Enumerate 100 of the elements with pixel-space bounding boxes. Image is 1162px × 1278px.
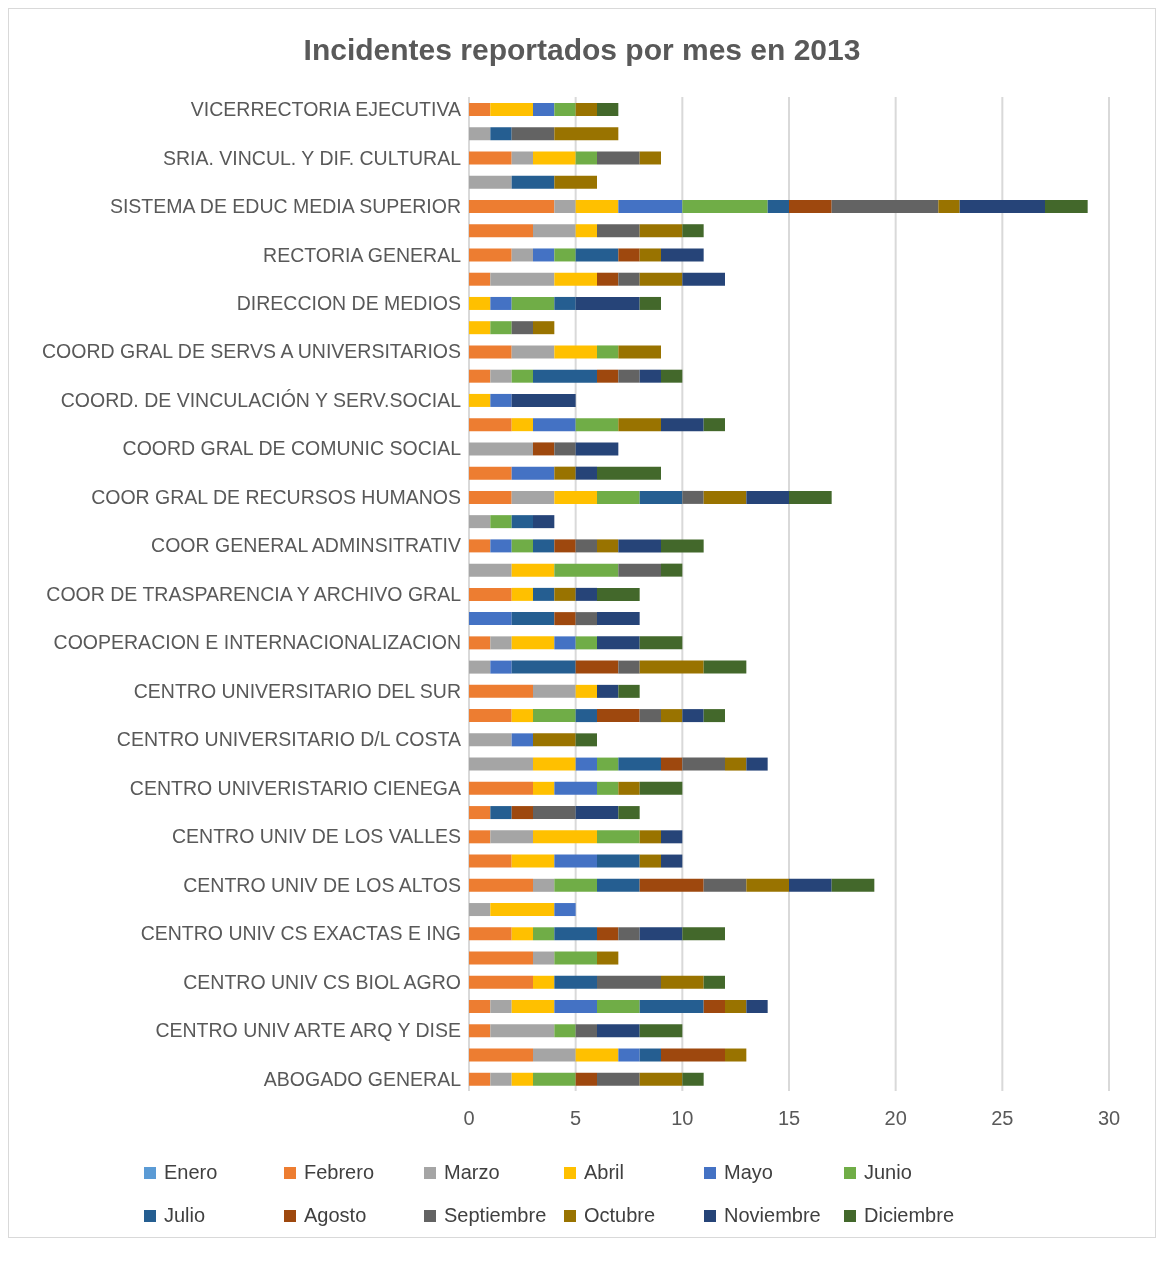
bar — [554, 539, 576, 553]
bar — [597, 103, 619, 116]
bar — [511, 466, 555, 480]
bar — [511, 612, 555, 626]
bar — [533, 151, 576, 165]
bar — [554, 781, 597, 795]
bar — [597, 975, 661, 989]
y-tick-label: SISTEMA DE EDUC MEDIA SUPERIOR — [109, 195, 461, 218]
bar — [554, 296, 576, 310]
bar — [554, 903, 576, 917]
bar — [661, 830, 683, 844]
bar — [511, 515, 533, 529]
y-tick-label: RECTORIA GENERAL — [263, 243, 462, 266]
bar — [469, 878, 533, 892]
bar — [597, 587, 640, 601]
bar — [490, 806, 512, 820]
bar — [490, 369, 512, 383]
y-tick-label: CENTRO UNIV DE LOS VALLES — [172, 825, 461, 848]
x-tick-label: 25 — [991, 1107, 1014, 1130]
bar — [618, 345, 661, 359]
legend-label: Septiembre — [444, 1204, 547, 1227]
bar — [725, 1000, 747, 1014]
bar — [831, 878, 875, 892]
bar — [490, 272, 555, 286]
bar — [533, 951, 555, 965]
bar — [533, 224, 576, 238]
bar — [533, 1072, 576, 1086]
bar — [469, 806, 491, 820]
bar — [618, 806, 640, 820]
bar — [575, 296, 640, 310]
bar — [511, 1072, 533, 1086]
bar — [511, 321, 533, 335]
bar — [746, 878, 789, 892]
bar — [575, 660, 619, 674]
bar — [639, 1048, 661, 1062]
legend-label: Enero — [164, 1161, 218, 1184]
bar — [469, 175, 512, 189]
bar — [511, 393, 576, 407]
y-tick-label: COOR GRAL DE RECURSOS HUMANOS — [91, 485, 461, 508]
chart-title: Incidentes reportados por mes en 2013 — [302, 32, 862, 68]
bar — [469, 854, 512, 868]
x-tick-label: 5 — [570, 1107, 582, 1130]
bar — [597, 272, 619, 286]
y-tick-label: COORD. DE VINCULACIÓN Y SERV.SOCIAL — [60, 388, 462, 411]
legend-label: Agosto — [304, 1204, 367, 1227]
bar — [533, 709, 576, 723]
bar — [511, 563, 555, 577]
bar — [511, 587, 533, 601]
bar — [490, 660, 512, 674]
bar — [575, 103, 597, 116]
bar — [533, 927, 555, 941]
bar — [469, 903, 491, 917]
y-tick-label: CENTRO UNIV ARTE ARQ Y DISE — [155, 1019, 461, 1042]
bar — [469, 1024, 491, 1038]
bar — [639, 272, 683, 286]
bar — [639, 660, 704, 674]
legend-label: Mayo — [724, 1161, 773, 1184]
y-tick-label: CENTRO UNIV CS EXACTAS E ING — [140, 922, 461, 945]
bar — [1045, 199, 1088, 213]
bar — [597, 927, 619, 941]
bar — [618, 248, 640, 262]
bar — [490, 321, 512, 335]
bar — [554, 103, 576, 116]
bar — [469, 684, 533, 698]
bar — [597, 878, 640, 892]
bar — [575, 1024, 597, 1038]
y-tick-label: COOR DE TRASPARENCIA Y ARCHIVO GRAL — [46, 582, 462, 605]
bar — [703, 1000, 725, 1014]
bar — [554, 345, 597, 359]
bar — [597, 1072, 640, 1086]
bar — [618, 781, 640, 795]
bar — [469, 1072, 491, 1086]
bar — [618, 927, 640, 941]
bar — [725, 1048, 747, 1062]
bar — [597, 369, 619, 383]
bar — [682, 709, 704, 723]
bar — [639, 878, 704, 892]
bar — [469, 248, 512, 262]
bar — [469, 612, 512, 626]
bar — [661, 975, 704, 989]
y-tick-label: CENTRO UNIVERSITARIO DEL SUR — [133, 679, 461, 702]
y-tick-label: DIRECCION DE MEDIOS — [236, 292, 461, 314]
bar — [661, 1048, 725, 1062]
bar — [639, 636, 683, 650]
bar — [682, 927, 725, 941]
bar — [938, 199, 960, 213]
bar — [469, 660, 491, 674]
bar — [682, 272, 725, 286]
bar — [789, 199, 832, 213]
bar — [682, 1072, 704, 1086]
bar — [533, 830, 597, 844]
bar — [597, 951, 619, 965]
bar — [490, 830, 533, 844]
bar — [511, 345, 555, 359]
bar — [639, 1000, 704, 1014]
bar — [618, 684, 640, 698]
bar — [533, 781, 555, 795]
bar — [469, 321, 491, 335]
bar — [554, 248, 576, 262]
bar — [703, 709, 725, 723]
